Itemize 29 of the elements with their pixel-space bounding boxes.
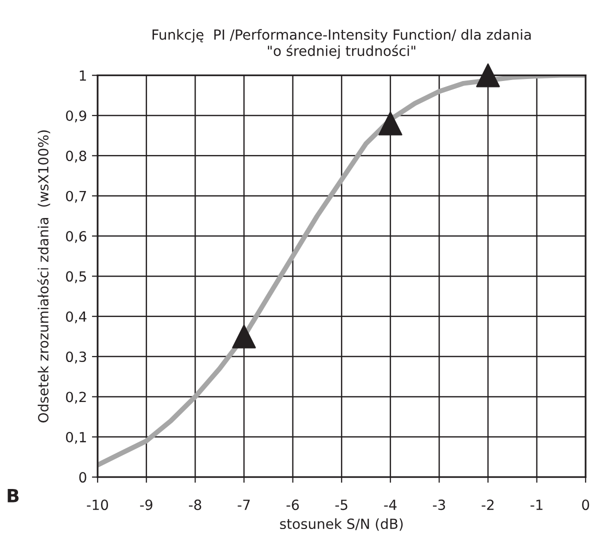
y-tick-label: 0,2	[66, 392, 86, 404]
point	[378, 112, 402, 136]
x-tick-label: -6	[286, 500, 299, 510]
y-tick-label: 0,3	[66, 352, 86, 364]
y-tick-label: 0,9	[66, 110, 86, 122]
x-tick-label: -7	[238, 500, 250, 510]
y-tick-label: 0,7	[66, 190, 86, 203]
x-tick-label: -8	[188, 500, 202, 510]
x-tick-label: -2	[482, 500, 494, 510]
point	[476, 63, 500, 88]
point	[232, 324, 256, 348]
chart-title: Funkcję PI /Performance-Intensity Function/ dla zdania "o średniej trudności"	[152, 29, 531, 59]
y-tick-label: 0,8	[66, 150, 86, 163]
x-tick-label: -9	[140, 500, 152, 510]
y-tick-label: 0,6	[66, 231, 86, 243]
x-tick-label: -1	[530, 500, 542, 510]
y-tick-label: 1	[80, 70, 86, 81]
x-tick-label: 0	[582, 500, 590, 510]
y-tick-label: 0	[79, 472, 86, 483]
text: B	[8, 489, 19, 502]
y-tick-label: 0,1	[66, 432, 86, 444]
y-axis-title: Odsetek zrozumiałości zdania (wsX100%)	[37, 130, 50, 422]
y-tick-label: 0,5	[66, 271, 86, 284]
x-tick-label: -5	[335, 500, 348, 510]
y-tick-label: 0,4	[66, 311, 86, 324]
x-axis-title: stosunek S/N (dB)	[280, 518, 403, 531]
x-tick-label: -4	[384, 500, 397, 510]
x-tick-label: -3	[432, 500, 446, 510]
x-tick-label: -10	[86, 500, 108, 510]
